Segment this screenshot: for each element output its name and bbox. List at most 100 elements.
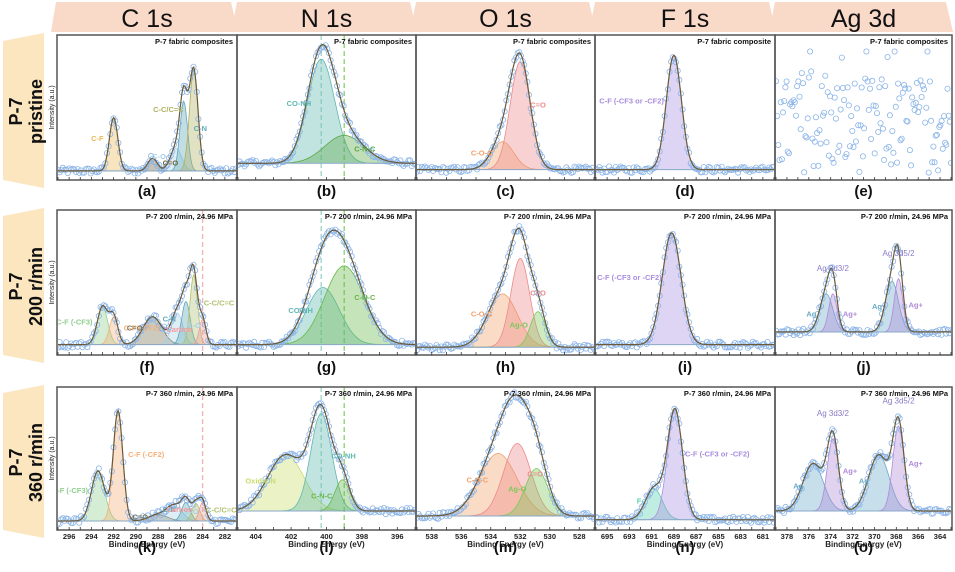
- data-point: [785, 150, 792, 157]
- data-point: [946, 118, 951, 125]
- x-tick-label: 532: [514, 532, 527, 541]
- data-point: [125, 168, 132, 175]
- data-point: [830, 159, 837, 166]
- data-point: [925, 169, 932, 176]
- data-point: [845, 102, 852, 109]
- data-point: [928, 117, 935, 124]
- data-point: [841, 97, 848, 104]
- data-point: [879, 452, 886, 459]
- data-point: [545, 163, 552, 170]
- row-header-bg: [3, 33, 44, 188]
- x-tick-label: 538: [425, 532, 438, 541]
- data-point: [877, 120, 884, 127]
- column-header-label: F 1s: [661, 5, 710, 33]
- peak-label: C-F (-CF3): [56, 317, 93, 326]
- data-point: [586, 165, 593, 172]
- data-point: [851, 80, 858, 87]
- peak-group-label: Ag 3d5/2: [882, 397, 915, 406]
- peak-label: C-F (-CF2): [124, 323, 161, 332]
- data-point: [296, 128, 303, 135]
- data-point: [856, 327, 863, 334]
- fit-envelope: [58, 65, 236, 172]
- data-point: [865, 106, 872, 113]
- data-point: [868, 135, 875, 142]
- data-point: [825, 152, 832, 159]
- data-point: [363, 143, 370, 150]
- peak-group-label: Ag 3d3/2: [817, 264, 850, 273]
- data-point: [746, 343, 753, 350]
- data-point: [410, 508, 415, 515]
- data-point: [829, 426, 836, 433]
- peak-label: C-N: [194, 124, 207, 133]
- peak-label: CO-NH: [287, 99, 312, 108]
- data-point: [746, 517, 753, 524]
- data-point: [707, 164, 714, 171]
- data-point: [884, 54, 891, 61]
- fit-envelope: [417, 227, 594, 348]
- peak-component-fill: [238, 413, 415, 511]
- peak-label: Ag: [859, 476, 869, 485]
- peak-label: Ag+: [843, 310, 858, 319]
- panel-label: (o): [854, 539, 873, 556]
- data-point: [542, 161, 549, 168]
- peak-label: Carbon: [166, 325, 193, 334]
- data-point: [500, 410, 507, 417]
- row-header-2: P-7 360 r/min Intensity (a.u.): [3, 385, 56, 538]
- panel-frame: [774, 34, 953, 181]
- data-point: [859, 153, 866, 160]
- peak-label: Ag+: [909, 459, 924, 468]
- data-point: [482, 316, 489, 323]
- data-point: [831, 94, 838, 101]
- data-point: [206, 514, 213, 521]
- panel-annotation: P-7 fabric composites: [155, 37, 233, 46]
- data-point: [804, 115, 811, 122]
- peak-component-fill: [776, 293, 951, 332]
- peak-label: C-O: [152, 152, 166, 161]
- panel-e: P-7 fabric composites (e): [774, 34, 953, 200]
- data-point: [718, 340, 725, 347]
- peak-label: Oxidic N: [245, 476, 275, 485]
- data-point: [516, 49, 523, 56]
- peak-component-fill: [58, 471, 236, 521]
- data-point: [431, 513, 438, 520]
- data-point: [321, 407, 328, 414]
- x-tick-label: 290: [130, 532, 143, 541]
- x-tick-label: 364: [934, 532, 947, 541]
- row-header-line1: P-7: [6, 272, 26, 300]
- data-point: [223, 517, 230, 524]
- data-point: [943, 330, 950, 337]
- data-point: [864, 78, 871, 85]
- peak-component-fill: [776, 463, 951, 511]
- peak-component-fill: [58, 502, 236, 521]
- fit-envelope: [417, 394, 594, 517]
- x-tick-label: 284: [196, 532, 209, 541]
- data-point: [878, 76, 885, 83]
- data-point: [798, 70, 805, 77]
- data-point: [811, 138, 818, 145]
- panel-annotation: P-7 360 r/min, 24.96 MPa: [684, 389, 772, 398]
- data-point: [926, 78, 933, 85]
- fit-envelope: [238, 403, 415, 512]
- x-tick-label: 685: [712, 532, 725, 541]
- data-point: [919, 82, 926, 89]
- data-point: [517, 226, 524, 233]
- data-point: [881, 156, 888, 163]
- data-point: [797, 126, 804, 133]
- data-point: [848, 113, 855, 120]
- data-point: [931, 159, 938, 166]
- data-point: [898, 135, 905, 142]
- data-point: [800, 80, 807, 87]
- peak-label: C-F: [91, 134, 104, 143]
- data-point: [167, 319, 174, 326]
- data-point: [376, 509, 383, 516]
- peak-label: C-O-C: [471, 310, 493, 319]
- x-tick-label: 368: [890, 532, 903, 541]
- data-point: [771, 519, 774, 526]
- panel-label: (g): [317, 359, 336, 376]
- peak-component-fill: [238, 59, 415, 164]
- data-point: [857, 122, 864, 129]
- data-point: [817, 140, 824, 147]
- panel-annotation: P-7 fabric composites: [870, 37, 948, 46]
- data-point: [939, 145, 946, 152]
- peak-component-fill: [417, 61, 594, 170]
